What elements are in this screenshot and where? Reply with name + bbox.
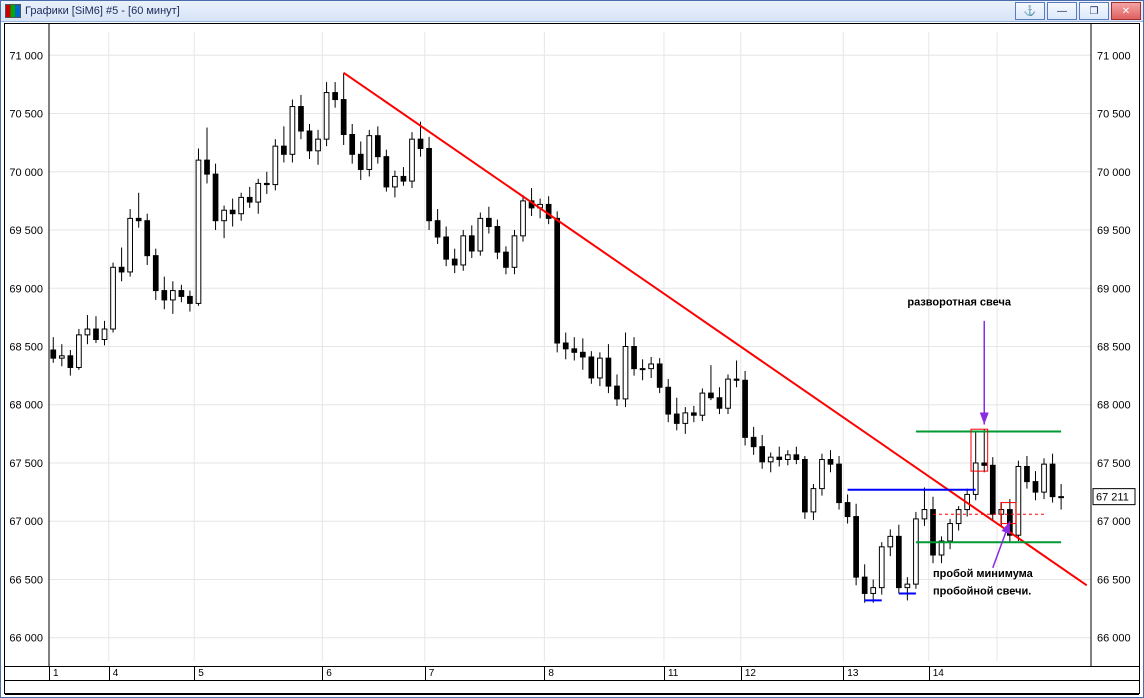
chart-area[interactable]: 66 00066 00066 50066 50067 00067 00067 5… — [4, 23, 1140, 694]
x-tick: 1 — [49, 667, 59, 680]
x-tick: 12 — [741, 667, 756, 680]
app-icon — [5, 4, 21, 18]
svg-text:66 000: 66 000 — [9, 633, 43, 645]
minimize-button[interactable]: — — [1047, 2, 1077, 20]
window-frame: Графики [SiM6] #5 - [60 минут] ⚓ — ❐ ✕ 6… — [0, 0, 1144, 698]
svg-text:71 000: 71 000 — [9, 50, 43, 62]
x-tick: 8 — [544, 667, 554, 680]
maximize-button[interactable]: ❐ — [1079, 2, 1109, 20]
svg-text:71 000: 71 000 — [1097, 50, 1131, 62]
svg-text:68 000: 68 000 — [1097, 400, 1131, 412]
svg-text:67 500: 67 500 — [9, 458, 43, 470]
x-axis: 14567811121314 — [5, 666, 1139, 693]
svg-text:67 000: 67 000 — [9, 516, 43, 528]
close-button[interactable]: ✕ — [1111, 2, 1141, 20]
candlestick-chart: 66 000 66 000 66 500 66 500 67 000 67 000 67 5… — [5, 24, 1139, 667]
svg-text:69 000: 69 000 — [9, 283, 43, 295]
svg-text:66 500: 66 500 — [9, 574, 43, 586]
svg-text:68 000: 68 000 — [9, 400, 43, 412]
x-tick: 11 — [664, 667, 678, 680]
svg-text:70 500: 70 500 — [9, 109, 43, 121]
svg-text:66 500: 66 500 — [1097, 574, 1131, 586]
svg-text:70 500: 70 500 — [1097, 109, 1131, 121]
titlebar[interactable]: Графики [SiM6] #5 - [60 минут] ⚓ — ❐ ✕ — [1, 1, 1143, 22]
svg-text:69 000: 69 000 — [1097, 283, 1131, 295]
pin-button[interactable]: ⚓ — [1015, 2, 1045, 20]
svg-text:68 500: 68 500 — [1097, 342, 1131, 354]
svg-text:70 000: 70 000 — [9, 167, 43, 179]
x-tick: 5 — [194, 667, 204, 680]
window-title: Графики [SiM6] #5 - [60 минут] — [25, 5, 180, 17]
svg-text:67 211: 67 211 — [1096, 492, 1129, 504]
svg-text:разворотная свеча: разворотная свеча — [907, 297, 1012, 309]
svg-text:70 000: 70 000 — [1097, 167, 1131, 179]
x-tick: 13 — [843, 667, 858, 680]
svg-text:67 500: 67 500 — [1097, 458, 1131, 470]
svg-text:66 000: 66 000 — [1097, 633, 1131, 645]
x-tick: 14 — [929, 667, 944, 680]
x-tick: 7 — [425, 667, 435, 680]
svg-text:69 500: 69 500 — [1097, 225, 1131, 237]
svg-text:67 000: 67 000 — [1097, 516, 1131, 528]
x-tick: 4 — [109, 667, 119, 680]
svg-text:пробойной свечи.: пробойной свечи. — [933, 586, 1031, 598]
x-tick: 6 — [322, 667, 332, 680]
window-buttons: ⚓ — ❐ ✕ — [1013, 2, 1141, 20]
svg-text:пробой минимума: пробой минимума — [933, 568, 1034, 580]
svg-text:69 500: 69 500 — [9, 225, 43, 237]
svg-text:68 500: 68 500 — [9, 342, 43, 354]
